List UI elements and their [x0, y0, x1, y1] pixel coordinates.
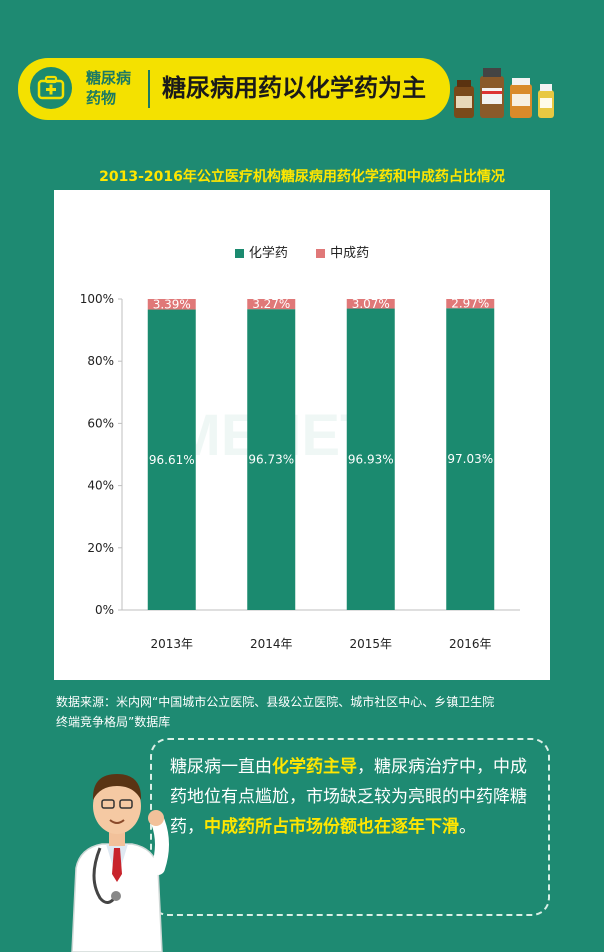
data-label: 97.03%: [447, 452, 493, 466]
data-label: 3.07%: [352, 297, 390, 311]
y-tick-label: 20%: [87, 541, 114, 555]
y-tick-label: 40%: [87, 479, 114, 493]
data-label: 96.73%: [248, 453, 294, 467]
legend-swatch-chemical: [234, 249, 244, 258]
x-tick-label: 2016年: [449, 637, 492, 651]
data-label: 2.97%: [451, 297, 489, 311]
y-tick-label: 60%: [87, 416, 114, 430]
data-source-note: 数据来源：米内网“中国城市公立医院、县级公立医院、城市社区中心、乡镇卫生院 终端…: [56, 692, 576, 732]
bar-segment: [147, 309, 196, 610]
callout-part-2: ，糖尿病治疗中，中成药地位有点尴尬，市场缺乏较为亮眼的中药降糖药，: [170, 757, 527, 837]
legend-label-tcm: 中成药: [330, 246, 370, 261]
bar-segment: [346, 308, 395, 610]
first-aid-kit-icon: [30, 67, 72, 109]
legend-item-chemical: 化学药: [234, 242, 288, 261]
x-tick-label: 2013年: [150, 637, 193, 651]
chart-legend: 化学药 中成药: [54, 242, 550, 261]
data-label: 96.93%: [348, 452, 394, 466]
doctor-illustration: [71, 774, 169, 952]
page-title: 糖尿病用药以化学药为主: [162, 74, 426, 102]
chart-title: 2013-2016年公立医疗机构糖尿病用药化学药和中成药占比情况: [99, 169, 505, 185]
legend-label-chemical: 化学药: [248, 246, 288, 261]
category-tag-line-1: 糖尿病: [86, 69, 132, 87]
y-tick-label: 100%: [80, 292, 114, 306]
callout-highlight-2: 中成药所占市场份额也在逐年下滑: [204, 817, 459, 837]
callout-text: 糖尿病一直由化学药主导，糖尿病治疗中，中成药地位有点尴尬，市场缺乏较为亮眼的中药…: [170, 752, 542, 842]
callout-part-1: 糖尿病一直由: [170, 757, 272, 777]
data-label: 3.27%: [252, 297, 290, 311]
data-label: 3.39%: [153, 297, 191, 311]
bar-segment: [247, 309, 296, 610]
callout-box: 糖尿病一直由化学药主导，糖尿病治疗中，中成药地位有点尴尬，市场缺乏较为亮眼的中药…: [150, 738, 550, 916]
callout-part-3: 。: [459, 817, 476, 837]
y-tick-label: 0%: [95, 603, 114, 617]
category-tag: 糖尿病 药物: [86, 68, 140, 108]
legend-swatch-tcm: [316, 249, 326, 258]
banner-divider: [148, 70, 150, 108]
bar-segment: [247, 299, 296, 310]
medicine-bottles-icon: [454, 68, 554, 118]
bar-segment: [346, 299, 395, 309]
bar-segment: [147, 299, 196, 310]
stacked-bar-chart: MENET0%20%40%60%80%100%96.61%3.39%2013年9…: [80, 292, 520, 651]
category-tag-line-2: 药物: [86, 89, 117, 107]
chart-panel: 化学药 中成药 MENET0%20%40%60%80%100%96.61%3.3…: [54, 190, 550, 680]
data-label: 96.61%: [149, 453, 195, 467]
y-tick-label: 80%: [87, 354, 114, 368]
bar-segment: [446, 299, 495, 309]
bar-segment: [446, 308, 495, 610]
legend-item-tcm: 中成药: [316, 242, 369, 261]
x-tick-label: 2015年: [349, 637, 392, 651]
x-tick-label: 2014年: [250, 637, 293, 651]
source-line-1: 数据来源：米内网“中国城市公立医院、县级公立医院、城市社区中心、乡镇卫生院: [56, 695, 495, 709]
header-banner: 糖尿病 药物 糖尿病用药以化学药为主: [18, 58, 450, 120]
source-line-2: 终端竞争格局”数据库: [56, 715, 171, 729]
callout-highlight-1: 化学药主导: [272, 757, 357, 777]
